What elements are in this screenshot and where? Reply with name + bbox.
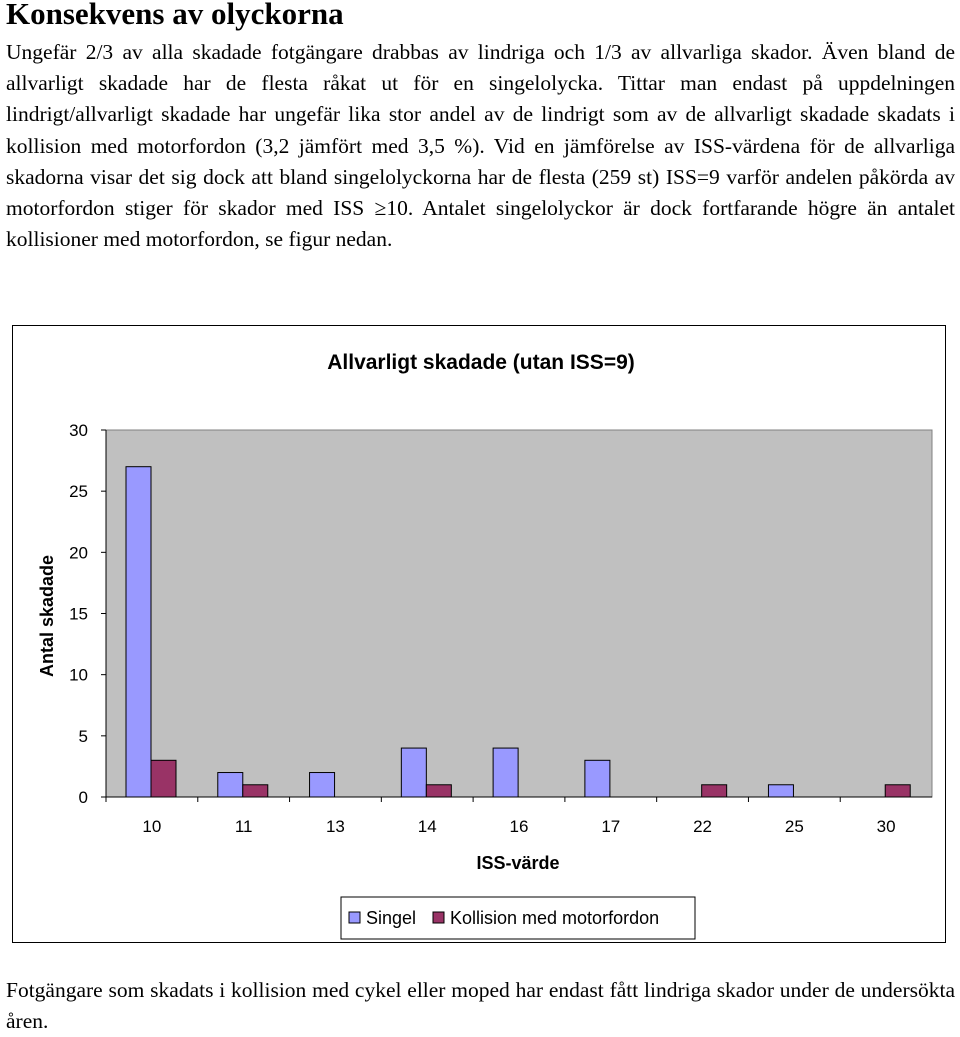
y-tick-label: 25 [69,482,88,501]
legend-label-kollision: Kollision med motorfordon [450,908,659,928]
intro-paragraph: Ungefär 2/3 av alla skadade fotgängare d… [6,40,955,252]
x-tick-label: 30 [877,817,896,836]
bar-singel-16 [492,747,519,798]
legend-swatch-singel [348,911,361,924]
bar-kollision-10 [150,759,177,798]
y-axis: 0 5 10 15 20 25 30 [69,421,107,807]
bar-kollision-22 [701,784,728,798]
y-tick-label: 20 [69,543,88,562]
bar-singel-25 [767,784,794,798]
x-tick-label: 16 [510,817,529,836]
y-tick-label: 0 [79,788,88,807]
x-tick-label: 11 [235,817,253,836]
legend-box [340,896,696,940]
chart-title: Allvarligt skadade (utan ISS=9) [327,351,635,374]
chart-canvas: Allvarligt skadade (utan ISS=9) 0 5 10 15 20… [37,351,933,940]
legend-items: Singel Kollision med motorfordon [348,908,659,928]
bar-kollision-14 [425,784,452,798]
legend-swatch-kollision [432,911,445,924]
bar-singel-11 [217,772,244,798]
closing-paragraph: Fotgängare som skadats i kollision med c… [6,978,955,1034]
x-tick-label: 13 [326,817,345,836]
legend-label-singel: Singel [366,908,416,928]
bar-singel-10 [125,466,152,798]
bar-chart: Allvarligt skadade (utan ISS=9) 0 5 10 15 20… [12,325,946,943]
bar-singel-13 [309,772,336,798]
y-tick-label: 10 [69,666,88,685]
legend: Singel Kollision med motorfordon [340,896,696,940]
x-axis: 10 11 13 14 16 17 22 25 30 [105,797,896,836]
x-tick-label: 25 [785,817,804,836]
x-tick-label: 22 [693,817,712,836]
x-axis-label: ISS-värde [476,853,559,873]
x-tick-label: 17 [601,817,620,836]
x-tick-label: 10 [142,817,161,836]
x-tick-label: 14 [418,817,437,836]
y-tick-label: 15 [69,605,88,624]
bar-kollision-11 [242,784,269,798]
section-heading: Konsekvens av olyckorna [6,0,344,31]
bar-singel-14 [400,747,427,798]
bar-singel-17 [584,759,611,798]
bars [125,466,911,798]
bar-kollision-30 [884,784,911,798]
y-axis-label: Antal skadade [37,555,57,677]
y-tick-label: 5 [79,727,88,746]
plot-area [105,429,933,798]
y-tick-label: 30 [69,421,88,440]
